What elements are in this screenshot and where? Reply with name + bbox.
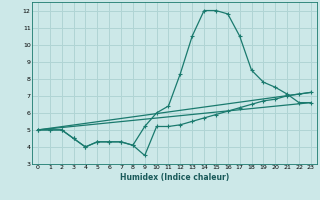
X-axis label: Humidex (Indice chaleur): Humidex (Indice chaleur) — [120, 173, 229, 182]
